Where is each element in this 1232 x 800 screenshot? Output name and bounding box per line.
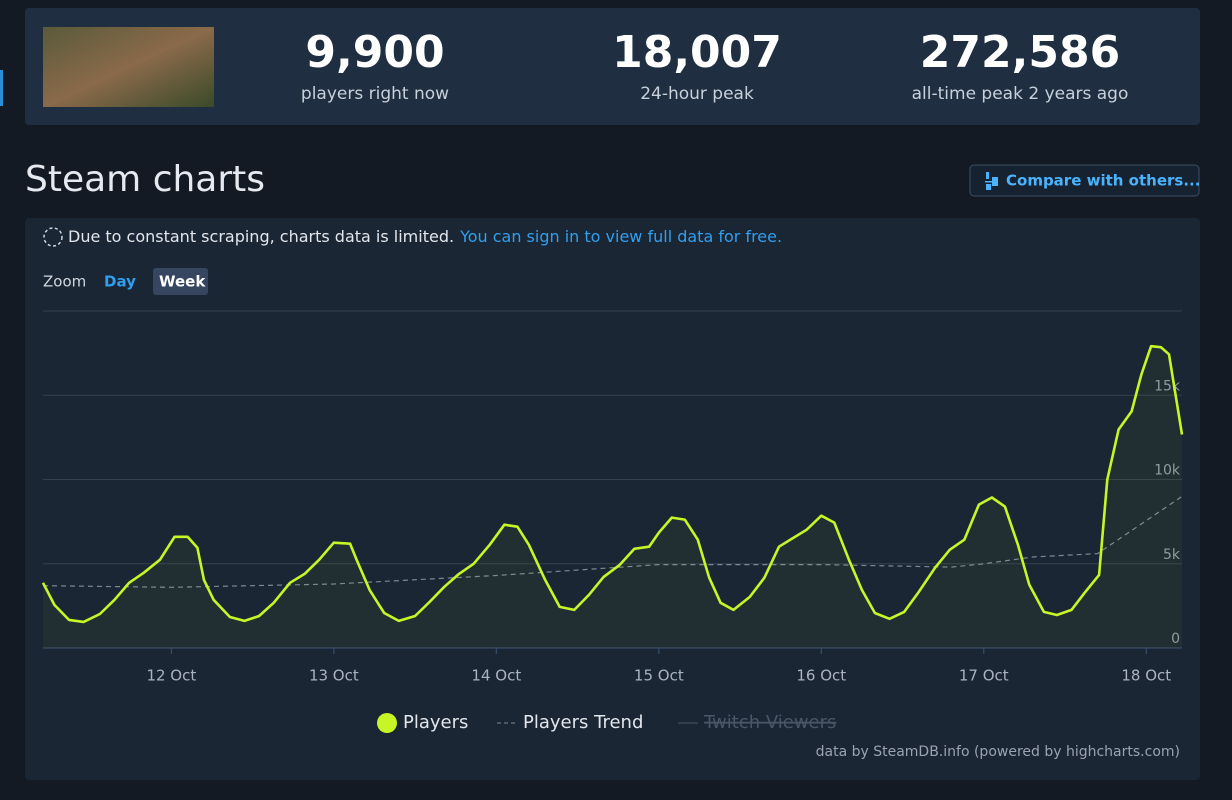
line	[41, 344, 1184, 624]
notice-text: Due to constant scraping, charts data is…	[68, 227, 454, 246]
zoom-label: Zoom	[43, 273, 86, 291]
x-tick-label: 18 Oct	[1121, 667, 1171, 685]
x-tick-label: 16 Oct	[796, 667, 846, 685]
y-tick-label: 5k	[1163, 547, 1181, 563]
stat-value: 18,007	[612, 27, 782, 78]
compare-button[interactable]	[969, 164, 1200, 197]
credit: data by SteamDB.info (powered by highcha…	[816, 744, 1180, 760]
legend-symbol	[377, 713, 397, 733]
area-fill	[43, 346, 1182, 648]
chart-panel	[25, 218, 1200, 780]
stat-label: players right now	[301, 84, 449, 104]
stats-card	[25, 8, 1200, 125]
x-tick-label: 15 Oct	[634, 667, 684, 685]
edge-tab	[0, 70, 3, 106]
notice-icon	[43, 227, 63, 247]
compare-icon	[985, 172, 998, 190]
zoom-option[interactable]: Day	[104, 273, 136, 291]
y-tick-label: 10k	[1154, 463, 1181, 479]
stat-value: 272,586	[920, 27, 1120, 78]
x-tick-label: 17 Oct	[959, 667, 1009, 685]
stat-label: all-time peak 2 years ago	[912, 84, 1129, 104]
notice-link[interactable]: You can sign in to view full data for fr…	[459, 227, 782, 246]
notice: Due to constant scraping, charts data is…	[68, 227, 782, 246]
x-tick-label: 14 Oct	[471, 667, 521, 685]
stats: 9,900 players right now 18,007 24-hour peak…	[301, 27, 1128, 104]
legend-label[interactable]: Players Trend	[523, 712, 643, 733]
y-tick-label: 0	[1171, 631, 1180, 647]
zoom-selected[interactable]	[153, 268, 208, 295]
compare-label[interactable]: Compare with others...	[1006, 172, 1200, 190]
zoom-option[interactable]: Week	[159, 273, 206, 291]
stat-label: 24-hour peak	[640, 84, 754, 104]
heading: Steam charts	[25, 159, 265, 200]
game-image[interactable]	[43, 27, 214, 107]
x-tick-label: 12 Oct	[146, 667, 196, 685]
legend-label[interactable]: Twitch Viewers	[703, 712, 836, 733]
x-tick-label: 13 Oct	[309, 667, 359, 685]
legend-label[interactable]: Players	[403, 712, 468, 733]
trend-line	[42, 495, 1183, 588]
stat-value: 9,900	[305, 27, 444, 78]
